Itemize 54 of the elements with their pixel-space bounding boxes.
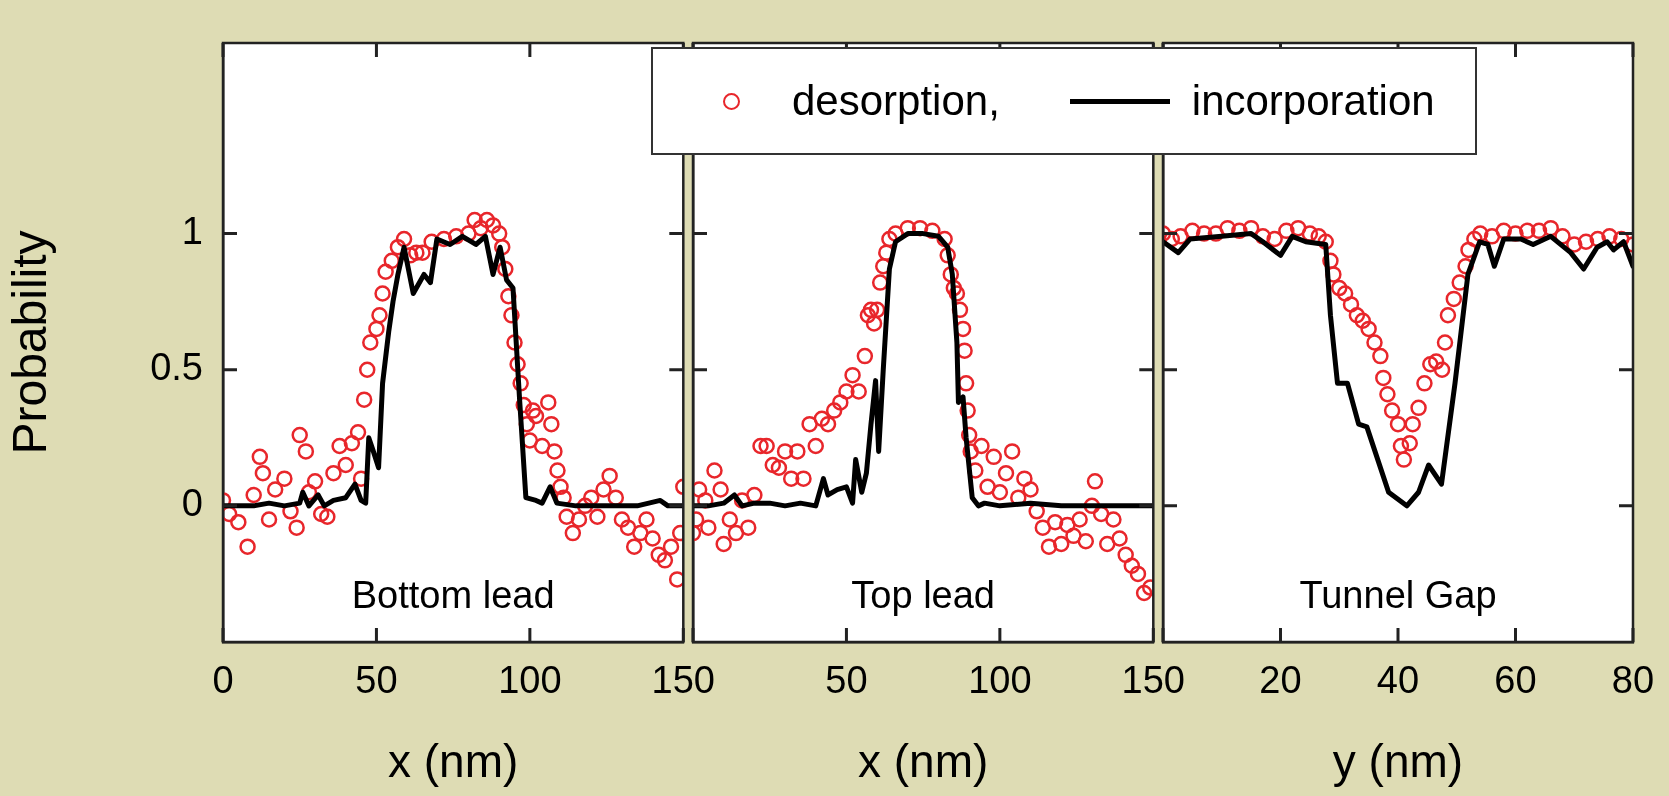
x-tick-label: 20 (1259, 659, 1302, 702)
point (1401, 434, 1418, 452)
point (1519, 222, 1536, 240)
point (1336, 285, 1354, 302)
point (1439, 307, 1457, 324)
x-tick-label: 0 (212, 659, 234, 702)
point (1342, 296, 1360, 313)
annotation: Bottom lead (351, 574, 555, 616)
point (1289, 219, 1307, 237)
point (1360, 320, 1377, 338)
point (1577, 233, 1595, 251)
point (1366, 334, 1383, 351)
point (1331, 279, 1348, 297)
x-tick-label: 150 (651, 659, 715, 702)
point (1427, 353, 1445, 370)
x-tick-label: 60 (1494, 659, 1537, 702)
point (1379, 385, 1396, 403)
point (1404, 415, 1421, 433)
x-axis-title: x (nm) (387, 735, 519, 788)
point (1416, 375, 1433, 392)
y-tick-label: 0 (181, 482, 203, 525)
point (1436, 334, 1454, 351)
x-tick-label: 100 (498, 659, 562, 702)
y-tick-label: 1 (181, 210, 203, 253)
y-tick-label: 0.5 (150, 346, 203, 389)
x-tick-label: 40 (1376, 659, 1420, 702)
x-tick-label: 80 (1611, 659, 1655, 702)
x-tick-label: 50 (355, 659, 398, 702)
x-tick-label: 150 (1121, 659, 1185, 702)
point (1445, 290, 1463, 308)
annotation: Top lead (851, 574, 995, 616)
point (1530, 222, 1548, 240)
x-tick-label: 100 (968, 659, 1032, 702)
point (1383, 402, 1401, 419)
x-axis-title: x (nm) (857, 735, 989, 788)
x-axis-title: y (nm) (1332, 735, 1464, 788)
point (1542, 219, 1559, 237)
point (1266, 230, 1283, 248)
point (1354, 312, 1371, 329)
y-axis-title: Probability (3, 230, 57, 455)
point (1372, 347, 1389, 365)
legend-label: desorption, (792, 77, 1000, 125)
annotation: Tunnel Gap (1299, 574, 1497, 616)
point (1433, 361, 1451, 378)
x-tick-label: 50 (825, 659, 868, 702)
point (1348, 307, 1366, 324)
legend-label: incorporation (1191, 77, 1435, 125)
point (1410, 399, 1427, 417)
point (1389, 415, 1407, 433)
point (1483, 228, 1501, 245)
point (1375, 369, 1392, 387)
point (1395, 451, 1413, 468)
point (1392, 437, 1410, 455)
point (1422, 356, 1439, 373)
